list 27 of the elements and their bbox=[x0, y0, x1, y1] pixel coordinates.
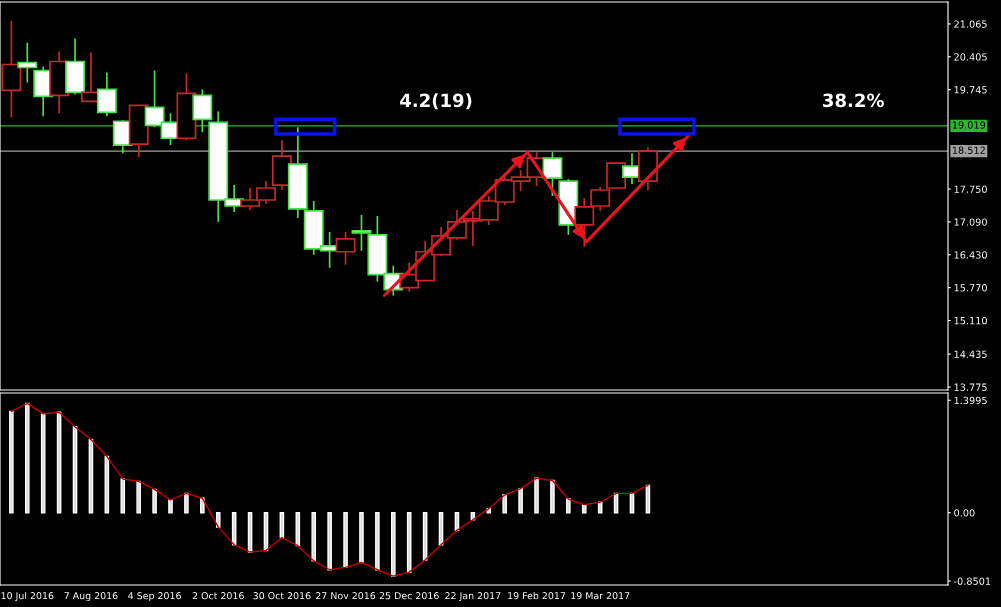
x-tick-label: 19 Feb 2017 bbox=[508, 591, 566, 600]
ref-line-label: 18.512 bbox=[952, 146, 985, 154]
y-tick-label: 14.435 bbox=[954, 350, 987, 358]
y-tick-label: -0.8501 bbox=[954, 577, 991, 585]
x-tick-label: 2 Oct 2016 bbox=[192, 592, 244, 600]
y-tick-label: 13.775 bbox=[954, 383, 987, 391]
y-tick-label: 15.110 bbox=[954, 317, 987, 325]
x-tick-label: 19 Mar 2017 bbox=[571, 592, 630, 600]
y-tick-label: 19.745 bbox=[954, 86, 987, 94]
x-tick-label: 27 Nov 2016 bbox=[316, 592, 376, 600]
x-tick-label: 25 Dec 2016 bbox=[379, 592, 439, 600]
y-tick-label: 16.430 bbox=[954, 251, 987, 259]
annotation: 38.2% bbox=[823, 93, 884, 108]
y-tick-label: 17.750 bbox=[954, 185, 987, 193]
y-tick-label: 17.090 bbox=[954, 218, 987, 226]
x-tick-label: 30 Oct 2016 bbox=[253, 592, 311, 600]
x-tick-label: 4 Sep 2016 bbox=[128, 592, 181, 602]
y-tick-label: 0.00 bbox=[954, 509, 975, 517]
annotation: 4.2(19) bbox=[400, 93, 472, 110]
y-tick-label: 20.405 bbox=[954, 53, 987, 61]
ref-line-label: 19.019 bbox=[952, 121, 986, 129]
x-tick-label: 7 Aug 2016 bbox=[64, 592, 118, 602]
y-tick-label: 1.3995 bbox=[954, 396, 987, 405]
y-tick-label: 15.770 bbox=[954, 284, 987, 292]
y-tick-label: 21.065 bbox=[954, 20, 987, 28]
x-tick-label: 10 Jul 2016 bbox=[1, 591, 54, 602]
x-tick-label: 22 Jan 2017 bbox=[445, 592, 501, 602]
